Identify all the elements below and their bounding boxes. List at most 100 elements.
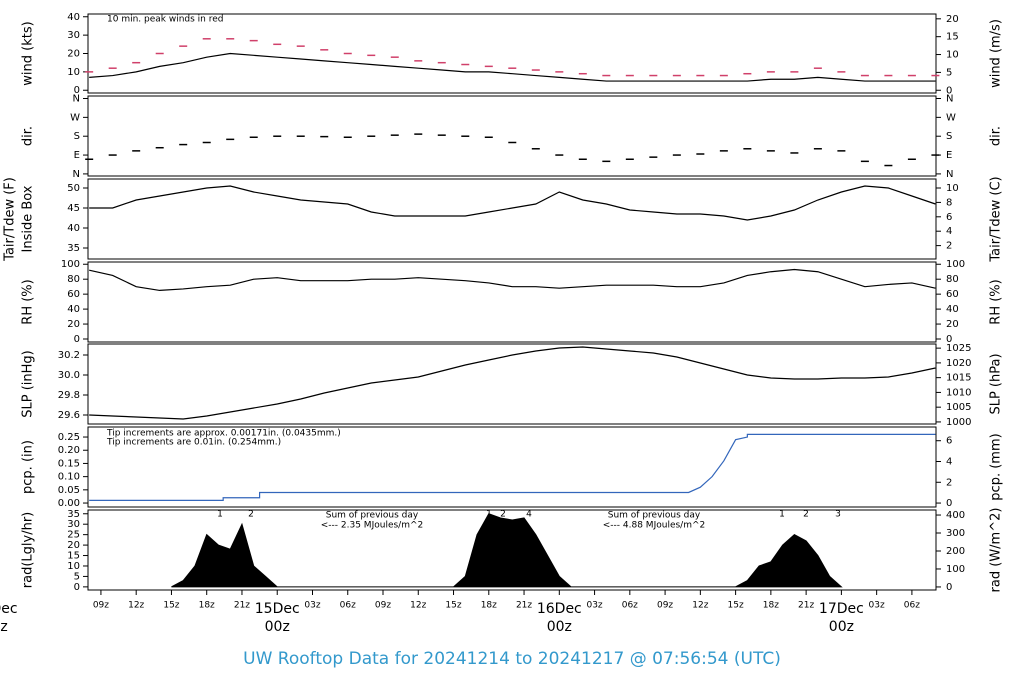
x-tick-label: 06z xyxy=(340,601,356,611)
annotation: <--- 2.35 MJoules/m^2 xyxy=(321,521,423,531)
x-tick-label: 15z xyxy=(445,601,461,611)
y2-tick-label: 4 xyxy=(946,226,952,237)
y-axis-label: wind (kts) xyxy=(21,21,36,85)
x-tick-label: 12z xyxy=(410,601,426,611)
y-axis-label: RH (%) xyxy=(21,279,36,324)
midnight-label: 00z xyxy=(829,619,854,635)
date-label: 17Dec xyxy=(819,601,864,617)
date-label: 15Dec xyxy=(255,601,300,617)
y2-axis-label: RH (%) xyxy=(989,279,1004,324)
y2-tick-label: 2 xyxy=(946,241,952,252)
annotation: 2 xyxy=(803,510,809,520)
y2-tick-label: 10 xyxy=(946,183,959,194)
y-tick-label: 0.25 xyxy=(58,432,80,443)
y-tick-label: 0.20 xyxy=(58,445,80,456)
y2-tick-label: 1025 xyxy=(946,343,971,354)
y2-tick-label: 60 xyxy=(946,289,959,300)
data-line xyxy=(89,346,936,420)
y-tick-label: 0 xyxy=(74,85,80,96)
x-tick-label: 18z xyxy=(199,601,215,611)
y-tick-label: 40 xyxy=(67,304,80,315)
x-tick-label: 18z xyxy=(481,601,497,611)
y-tick-label: 30.0 xyxy=(58,370,80,381)
y2-tick-label: 40 xyxy=(946,304,959,315)
y-axis-label: pcp. (in) xyxy=(21,440,36,494)
y-tick-label: 15 xyxy=(67,551,80,562)
y-tick-label: W xyxy=(70,112,80,123)
y-tick-label: 40 xyxy=(67,223,80,234)
annotation: Sum of previous day xyxy=(608,511,701,521)
y2-axis-label: SLP (hPa) xyxy=(989,353,1004,414)
y-tick-label: 45 xyxy=(67,203,80,214)
data-line xyxy=(89,268,936,292)
x-tick-label: 21z xyxy=(516,601,532,611)
y2-tick-label: 15 xyxy=(946,32,959,43)
y-tick-label: 80 xyxy=(67,274,80,285)
y-tick-label: 30 xyxy=(67,30,80,41)
y-axis-label: SLP (inHg) xyxy=(21,350,36,418)
y2-tick-label: E xyxy=(946,150,952,161)
y-tick-label: 60 xyxy=(67,289,80,300)
panel-frame xyxy=(87,13,937,94)
date-label: 14Dec xyxy=(0,601,18,617)
y-axis-label: dir. xyxy=(21,126,36,146)
y-tick-label: 10 xyxy=(67,67,80,78)
data-line xyxy=(89,52,936,82)
annotation: Tip increments are approx. 0.00171in. (0… xyxy=(106,429,341,439)
y2-tick-label: 20 xyxy=(946,14,959,25)
y2-tick-label: 1020 xyxy=(946,358,971,369)
y-tick-label: 30.2 xyxy=(58,350,80,361)
y-tick-label: E xyxy=(74,150,80,161)
annotation: 3 xyxy=(835,510,841,520)
y2-tick-label: 300 xyxy=(946,528,965,539)
panel-frame xyxy=(87,343,937,425)
y-tick-label: 30 xyxy=(67,519,80,530)
x-tick-label: 06z xyxy=(904,601,920,611)
y-tick-label: 20 xyxy=(67,49,80,60)
y2-tick-label: 0 xyxy=(946,334,952,345)
y2-tick-label: 0 xyxy=(946,582,952,593)
y2-axis-label: wind (m/s) xyxy=(989,19,1004,88)
y-tick-label: 25 xyxy=(67,530,80,541)
x-tick-label: 12z xyxy=(692,601,708,611)
annotation: 2 xyxy=(248,510,254,520)
y-tick-label: S xyxy=(74,131,80,142)
chart-title: UW Rooftop Data for 20241214 to 20241217… xyxy=(243,649,781,669)
y2-tick-label: N xyxy=(946,169,953,180)
y2-tick-label: 10 xyxy=(946,50,959,61)
x-tick-label: 12z xyxy=(128,601,144,611)
y-tick-label: 0 xyxy=(74,582,80,593)
y-axis-label: Tair/Tdew (F) xyxy=(3,177,18,262)
y-tick-label: 0.05 xyxy=(58,485,80,496)
y-axis-label: Inside Box xyxy=(21,185,36,252)
y2-tick-label: 0 xyxy=(946,498,952,509)
y-tick-label: 0.00 xyxy=(58,498,80,509)
x-tick-label: 18z xyxy=(763,601,779,611)
annotation: 4 xyxy=(526,510,532,520)
data-line xyxy=(89,185,936,221)
y2-tick-label: S xyxy=(946,131,952,142)
panel-frame xyxy=(87,178,937,260)
y-tick-label: 20 xyxy=(67,319,80,330)
panel-frame xyxy=(87,509,937,591)
y-tick-label: 0.10 xyxy=(58,472,80,483)
x-tick-label: 09z xyxy=(657,601,673,611)
x-tick-label: 06z xyxy=(622,601,638,611)
annotation: 2 xyxy=(500,510,506,520)
x-tick-label: 09z xyxy=(93,601,109,611)
panel-frame xyxy=(87,95,937,177)
annotation: 1 xyxy=(779,510,785,520)
x-tick-label: 09z xyxy=(375,601,391,611)
y-tick-label: 40 xyxy=(67,12,80,23)
y2-tick-label: 1000 xyxy=(946,417,971,428)
y2-tick-label: 1005 xyxy=(946,402,971,413)
y2-tick-label: 8 xyxy=(946,197,952,208)
y2-tick-label: 80 xyxy=(946,274,959,285)
y2-tick-label: N xyxy=(946,94,953,105)
data-line xyxy=(89,433,936,501)
y2-axis-label: dir. xyxy=(989,126,1004,146)
midnight-label: 00z xyxy=(265,619,290,635)
data-area xyxy=(171,513,843,588)
y2-tick-label: 6 xyxy=(946,212,952,223)
